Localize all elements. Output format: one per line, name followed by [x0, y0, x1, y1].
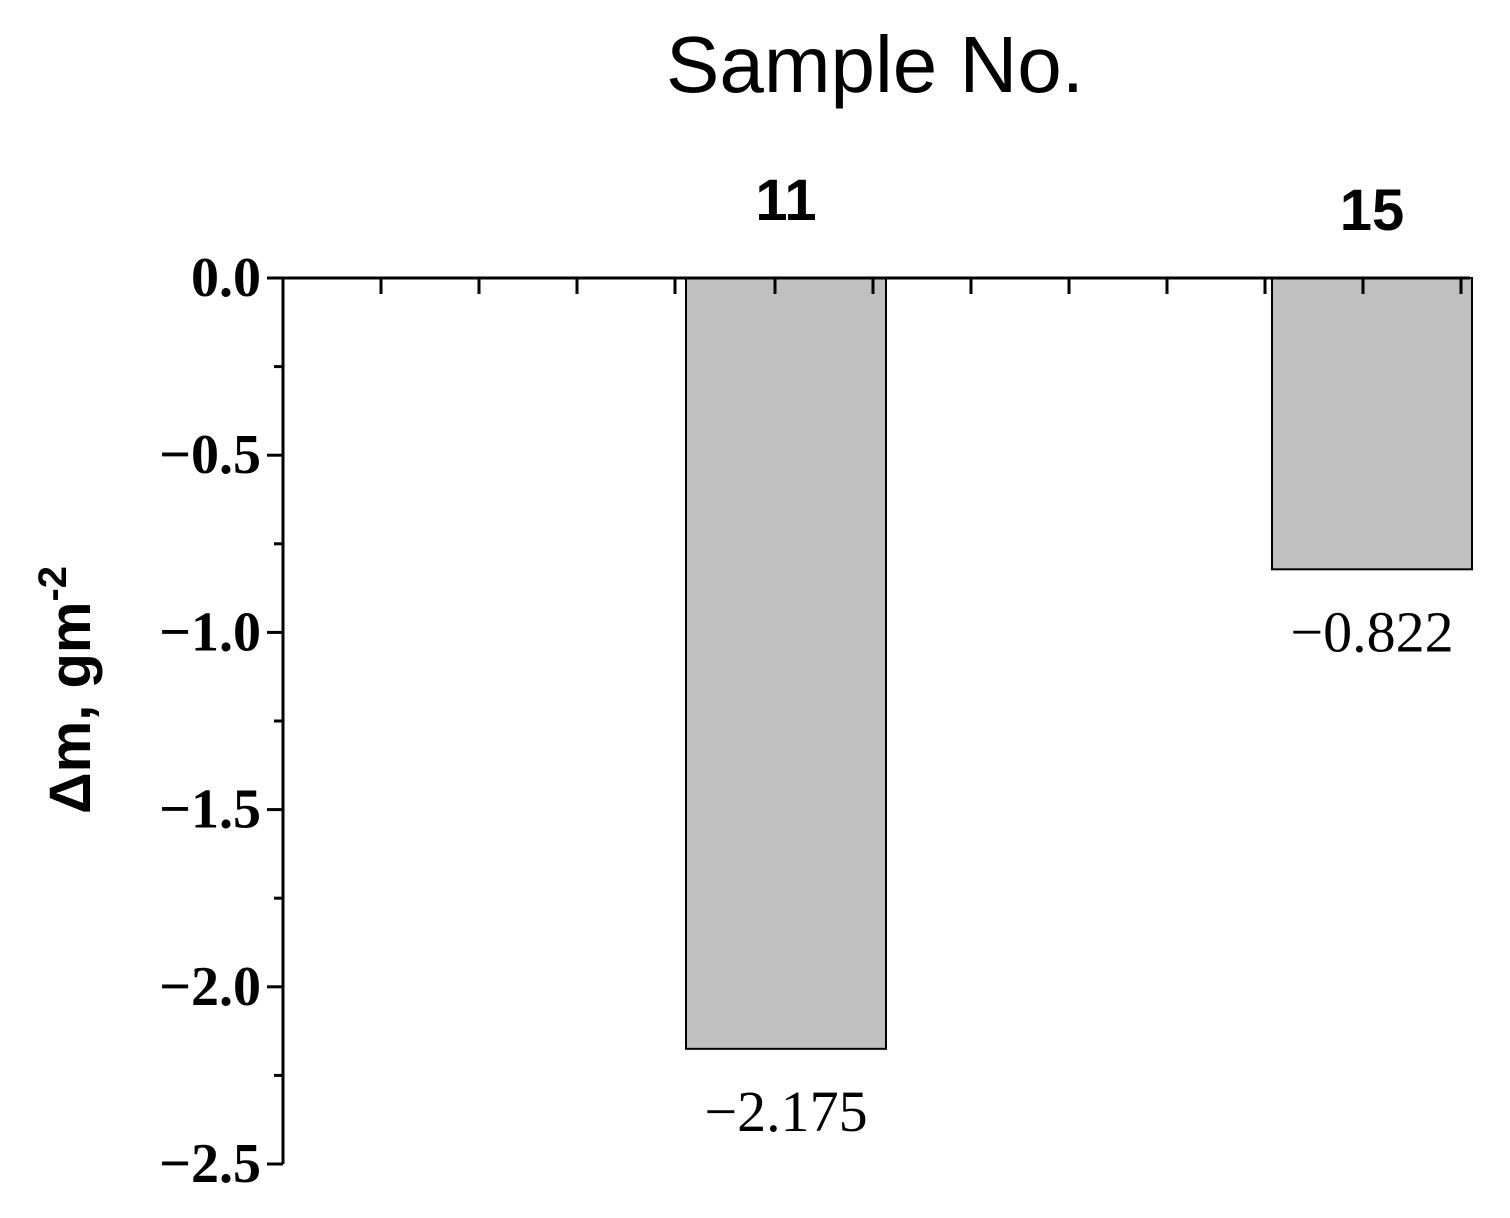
bar-15 — [1271, 277, 1473, 571]
y-axis-title: Δm, gm-2 — [31, 566, 103, 814]
y-tick-label: −1.5 — [159, 779, 261, 841]
y-axis-title-superscript: -2 — [31, 566, 75, 602]
labels-layer: 0.0 −0.5 −1.0 −1.5 −2.0 −2.5 11 15 −2.175 −0.822 — [159, 168, 1454, 1195]
bar-11 — [685, 277, 887, 1050]
data-label-15: −0.822 — [1290, 599, 1453, 664]
y-tick-label: −2.0 — [159, 956, 261, 1018]
y-tick-label: −2.5 — [159, 1133, 261, 1195]
y-axis-title-group: Δm, gm-2 — [31, 566, 103, 814]
y-axis-title-main: Δm, gm — [38, 602, 103, 815]
bars-layer — [685, 277, 1473, 1050]
y-tick-label: 0.0 — [191, 247, 261, 309]
data-label-11: −2.175 — [704, 1079, 867, 1144]
x-axis-title: Sample No. — [666, 20, 1084, 109]
category-label-11: 11 — [755, 168, 816, 233]
category-label-15: 15 — [1340, 178, 1405, 243]
axes-layer — [267, 276, 1470, 1166]
y-tick-label: −1.0 — [159, 601, 261, 663]
y-tick-label: −0.5 — [159, 424, 261, 486]
